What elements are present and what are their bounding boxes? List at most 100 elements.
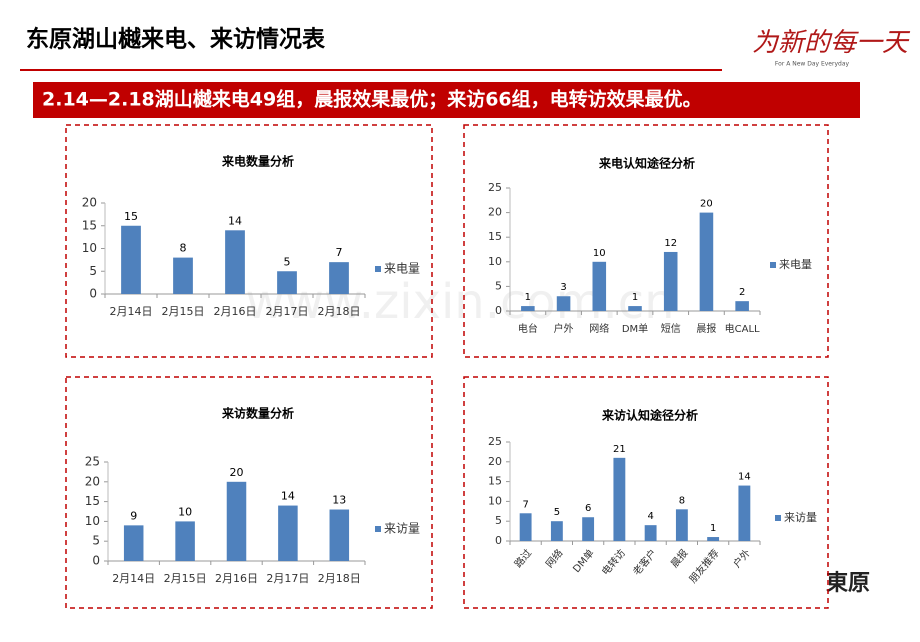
y-tick-label: 0 <box>495 534 502 547</box>
x-tick-label: 晨报 <box>696 322 716 335</box>
x-tick-label: 2月17日 <box>266 305 309 318</box>
logo-sub: For A New Day Everyday <box>775 61 850 68</box>
corner-logo: 東原 <box>826 571 870 596</box>
y-tick-label: 10 <box>488 494 502 507</box>
data-label: 12 <box>664 238 677 249</box>
y-tick-label: 5 <box>495 279 502 292</box>
data-label: 3 <box>560 282 566 293</box>
panel-border <box>65 124 433 358</box>
x-tick-label: 2月16日 <box>215 572 258 585</box>
y-tick-label: 10 <box>82 241 97 255</box>
legend-swatch <box>375 526 381 532</box>
bar <box>556 296 571 311</box>
x-tick-label: 2月16日 <box>214 305 257 318</box>
bar <box>550 521 563 541</box>
chart-title: 来电数量分析 <box>221 154 294 169</box>
bar <box>225 230 245 294</box>
y-tick-label: 20 <box>488 206 502 219</box>
bar <box>121 225 141 294</box>
data-label: 6 <box>585 503 591 514</box>
y-tick-label: 15 <box>82 218 97 232</box>
y-tick-label: 0 <box>92 554 100 568</box>
data-label: 13 <box>332 494 346 507</box>
data-label: 10 <box>593 248 606 259</box>
y-tick-label: 5 <box>495 514 502 527</box>
panel-border <box>65 376 433 609</box>
x-tick-label: 电CALL <box>725 322 760 335</box>
bar <box>707 537 720 541</box>
bar <box>592 261 607 311</box>
y-tick-label: 20 <box>85 474 100 488</box>
x-tick-label: 2月18日 <box>318 305 361 318</box>
y-tick-label: 15 <box>488 230 502 243</box>
x-tick-label: 户外 <box>554 322 574 335</box>
data-label: 8 <box>679 495 685 506</box>
banner-text: 2.14—2.18湖山樾来电49组，晨报效果最优；来访66组，电转访效果最优。 <box>42 88 702 111</box>
y-tick-label: 5 <box>92 534 100 548</box>
x-tick-label: DM单 <box>622 323 648 335</box>
x-tick-label: 2月15日 <box>164 572 207 585</box>
x-tick-label: 2月14日 <box>110 305 153 318</box>
data-label: 20 <box>230 466 244 479</box>
y-tick-label: 20 <box>82 196 97 210</box>
chart-title: 来电认知途径分析 <box>598 156 695 171</box>
bar <box>582 517 595 541</box>
x-tick-label: 网络 <box>589 322 609 335</box>
legend-label: 来电量 <box>384 262 420 276</box>
bar <box>644 525 657 541</box>
bar <box>519 513 532 541</box>
bar <box>628 306 642 311</box>
watermark: www.zixin.com.cn <box>245 274 674 330</box>
bar <box>175 521 195 561</box>
x-tick-label: 电台 <box>518 322 538 335</box>
x-tick-label: 2月14日 <box>112 572 155 585</box>
x-tick-label: 短信 <box>661 322 681 335</box>
data-label: 7 <box>522 499 528 510</box>
y-tick-label: 25 <box>488 435 502 448</box>
data-label: 7 <box>336 246 343 259</box>
data-label: 14 <box>228 214 242 227</box>
y-tick-label: 10 <box>488 255 502 268</box>
slide-title: 东原湖山樾来电、来访情况表 <box>26 26 326 53</box>
bar <box>738 485 751 541</box>
data-label: 8 <box>180 242 187 255</box>
data-label: 4 <box>647 511 653 522</box>
y-tick-label: 25 <box>488 181 502 194</box>
data-label: 5 <box>284 255 291 268</box>
data-label: 20 <box>700 199 713 210</box>
x-tick-label: 2月15日 <box>162 305 205 318</box>
bar <box>226 481 247 561</box>
y-tick-label: 10 <box>85 514 100 528</box>
data-label: 1 <box>632 292 638 303</box>
y-tick-label: 20 <box>488 455 502 468</box>
y-tick-label: 25 <box>85 455 100 469</box>
data-label: 10 <box>178 505 192 518</box>
bar <box>278 505 298 561</box>
bar <box>521 306 535 311</box>
x-tick-label: 2月17日 <box>266 572 309 585</box>
legend-swatch <box>775 515 781 521</box>
y-tick-label: 15 <box>488 475 502 488</box>
legend-swatch <box>770 262 776 268</box>
legend-label: 来访量 <box>384 522 420 536</box>
bar <box>699 212 714 311</box>
chart-title: 来访认知途径分析 <box>601 408 698 423</box>
bar <box>613 457 626 541</box>
legend-label: 来电量 <box>779 258 812 271</box>
bar <box>277 271 297 294</box>
data-label: 14 <box>738 472 751 483</box>
panel-border <box>463 376 829 609</box>
logo: 为新的每一天 <box>752 28 911 58</box>
data-label: 1 <box>525 292 531 303</box>
data-label: 15 <box>124 210 138 223</box>
legend-label: 来访量 <box>784 511 817 524</box>
data-label: 2 <box>739 287 745 298</box>
y-tick-label: 0 <box>89 287 97 301</box>
x-tick-label: 2月18日 <box>318 572 361 585</box>
y-tick-label: 15 <box>85 494 100 508</box>
data-label: 21 <box>613 444 626 455</box>
data-label: 1 <box>710 523 716 534</box>
bar <box>123 525 144 561</box>
bar <box>663 251 678 311</box>
